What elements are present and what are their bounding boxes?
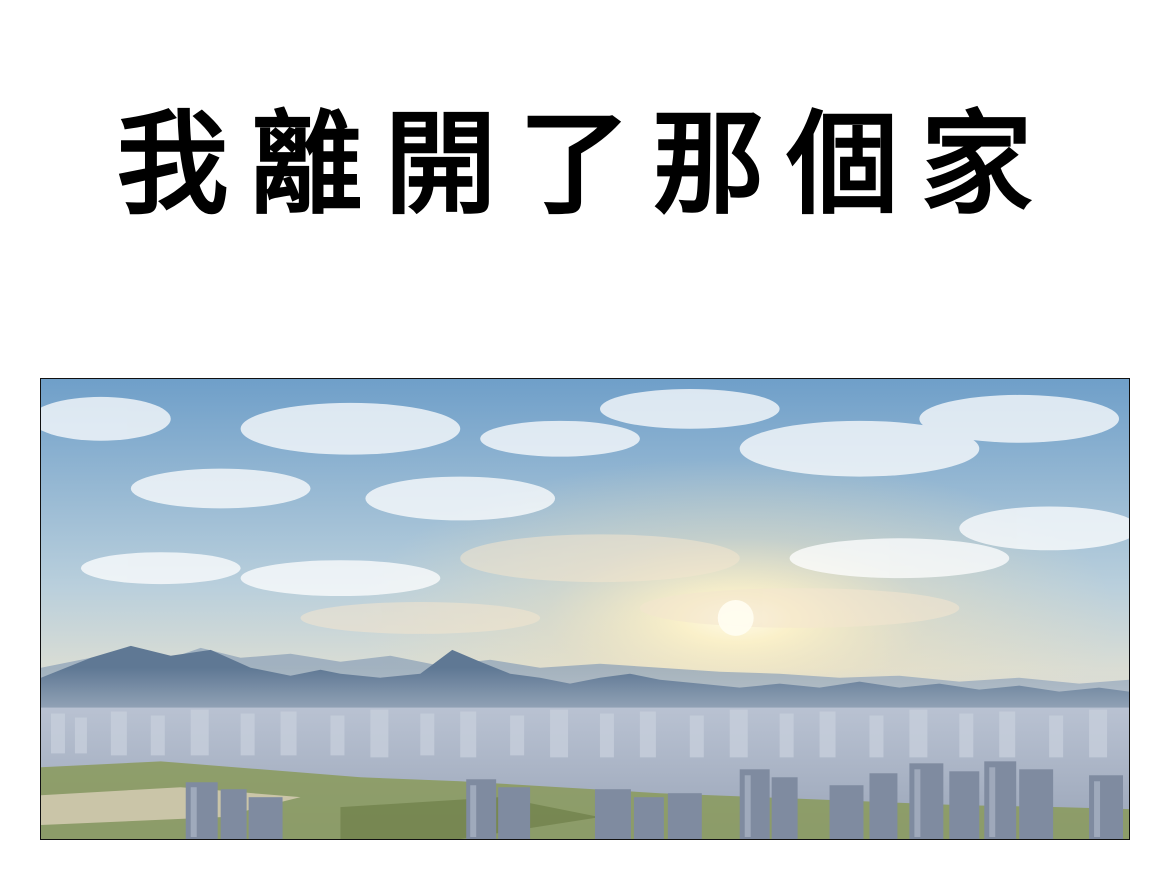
- sun: [717, 600, 754, 636]
- landscape-illustration: [41, 379, 1129, 839]
- landscape-photo: [40, 378, 1130, 840]
- clouds: [41, 388, 1129, 597]
- slide-title: 我離開了那個家: [116, 99, 1055, 230]
